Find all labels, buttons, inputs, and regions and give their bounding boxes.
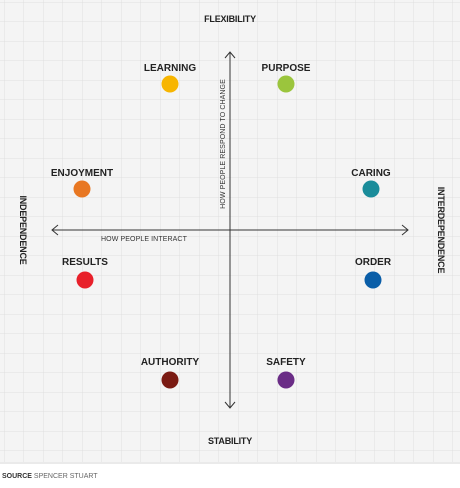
vertical-axis — [224, 51, 236, 409]
axis-label-stability: STABILITY — [208, 436, 252, 446]
item-dot — [277, 371, 295, 389]
item-results: RESULTS — [62, 257, 108, 289]
axis-caption-interact: HOW PEOPLE INTERACT — [101, 236, 188, 243]
axis-label-flexibility: FLEXIBILITY — [204, 14, 256, 24]
item-dot — [364, 271, 382, 289]
item-label: SAFETY — [266, 357, 306, 368]
item-dot — [73, 180, 91, 198]
source-credit: SOURCE SPENCER STUART — [2, 473, 98, 480]
item-label: CARING — [351, 168, 391, 179]
item-dot — [76, 271, 94, 289]
item-dot — [362, 180, 380, 198]
item-authority: AUTHORITY — [141, 357, 200, 389]
item-label: AUTHORITY — [141, 357, 200, 368]
item-caring: CARING — [351, 168, 391, 198]
item-label: LEARNING — [144, 63, 196, 74]
item-label: PURPOSE — [262, 63, 311, 74]
source-prefix: SOURCE — [2, 473, 32, 480]
item-learning: LEARNING — [144, 63, 196, 93]
item-enjoyment: ENJOYMENT — [51, 168, 113, 198]
item-label: RESULTS — [62, 257, 108, 268]
item-dot — [277, 75, 295, 93]
item-label: ENJOYMENT — [51, 168, 113, 179]
item-dot — [161, 75, 179, 93]
item-dot — [161, 371, 179, 389]
source-text: SPENCER STUART — [33, 473, 98, 480]
axis-label-interdependence: INTERDEPENDENCE — [436, 187, 446, 274]
axis-label-independence: INDEPENDENCE — [18, 195, 28, 264]
item-safety: SAFETY — [266, 357, 306, 389]
item-purpose: PURPOSE — [262, 63, 311, 93]
item-order: ORDER — [355, 257, 392, 289]
item-label: ORDER — [355, 257, 392, 268]
axis-caption-respond: HOW PEOPLE RESPOND TO CHANGE — [220, 79, 227, 209]
